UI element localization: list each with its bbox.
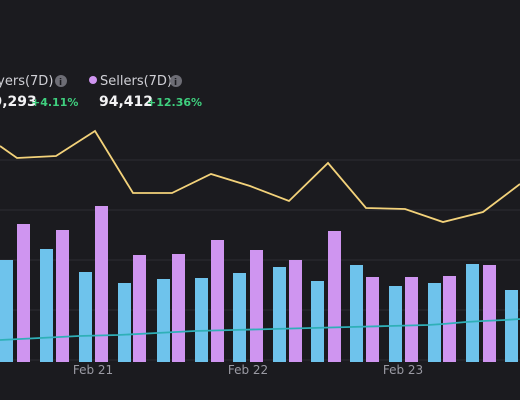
bar-series-a: [40, 249, 53, 362]
bar-series-b: [95, 206, 108, 362]
bar-series-b: [250, 250, 263, 362]
bar-series-a: [350, 265, 363, 362]
legend-item-buyers[interactable]: Buyers(7D) i 209,293 +4.11%: [0, 74, 78, 110]
bar-series-b: [289, 260, 302, 362]
bar-series-a: [195, 278, 208, 362]
bar-series-b: [405, 277, 418, 362]
legend-name-buyers: Buyers(7D): [0, 74, 53, 89]
bar-series-b: [17, 224, 30, 362]
bar-series-a: [233, 273, 246, 362]
bar-series-a: [428, 283, 441, 362]
legend-dot-sellers: [89, 76, 97, 84]
bar-series-a: [157, 279, 170, 362]
info-icon-glyph: i: [59, 78, 62, 88]
lines: [0, 129, 520, 341]
bar-series-a: [389, 286, 402, 362]
info-icon[interactable]: [170, 75, 182, 87]
bar-series-b: [328, 231, 341, 362]
bar-series-b: [133, 255, 146, 362]
bar-series-a: [0, 260, 13, 362]
legend-item-sellers[interactable]: Sellers(7D) i 94,412 +12.36%: [89, 74, 202, 110]
bar-series-a: [79, 272, 92, 362]
x-tick-label: Feb 21: [73, 363, 113, 377]
bar-series-a: [466, 264, 479, 362]
bar-series-b: [211, 240, 224, 362]
bars: [0, 206, 518, 362]
legend-change-buyers: +4.11%: [31, 96, 78, 109]
x-axis: Feb 21 Feb 22 Feb 23: [73, 363, 423, 377]
info-icon-glyph: i: [174, 78, 177, 88]
bar-series-b: [443, 276, 456, 362]
bar-series-b: [366, 277, 379, 362]
bar-series-a: [311, 281, 324, 362]
legend-value-buyers: 209,293: [0, 94, 37, 110]
line-series-teal: [0, 318, 520, 341]
bar-series-a: [118, 283, 131, 362]
legend-name-sellers: Sellers(7D): [100, 74, 172, 89]
bar-series-a: [505, 290, 518, 362]
x-tick-label: Feb 22: [228, 363, 268, 377]
line-series-yellow: [0, 129, 520, 223]
info-icon[interactable]: [55, 75, 67, 87]
legend-change-sellers: +12.36%: [147, 96, 202, 109]
bar-series-b: [483, 265, 496, 362]
legend-value-sellers: 94,412: [99, 94, 153, 110]
bar-series-b: [56, 230, 69, 362]
x-tick-label: Feb 23: [383, 363, 423, 377]
bar-series-b: [172, 254, 185, 362]
legend: Buyers(7D) i 209,293 +4.11% Sellers(7D) …: [0, 74, 202, 110]
bar-series-a: [273, 267, 286, 362]
